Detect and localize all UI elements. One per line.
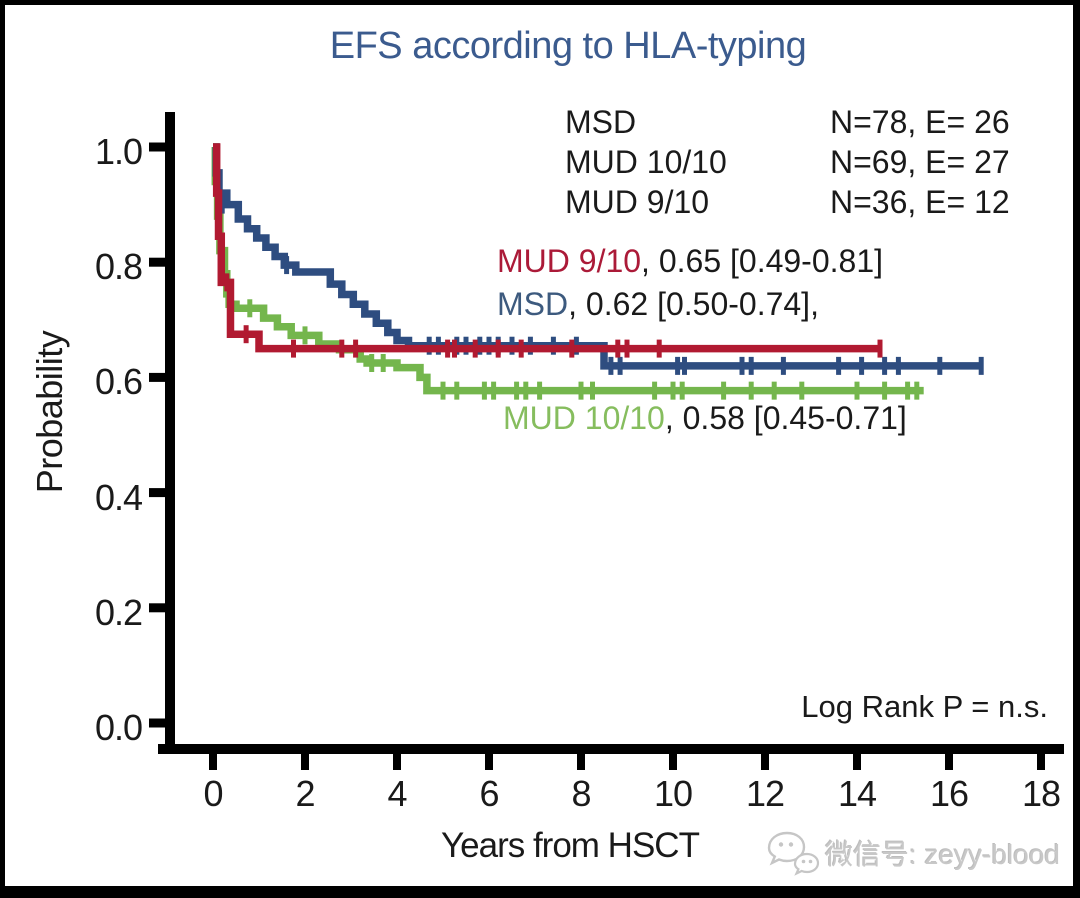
x-tick-label: 16 bbox=[929, 773, 969, 814]
y-tick bbox=[149, 372, 165, 382]
legend-counts: N=78, E= 26 bbox=[830, 104, 1010, 140]
legend-label: MSD bbox=[565, 104, 637, 140]
y-tick bbox=[149, 603, 165, 613]
x-tick bbox=[853, 754, 861, 770]
x-tick-label: 8 bbox=[571, 773, 591, 814]
y-tick-label: 0.6 bbox=[94, 361, 143, 403]
watermark-text: 微信号: zeyy-blood bbox=[825, 839, 1060, 870]
x-axis-title: Years from HSCT bbox=[441, 826, 700, 865]
y-tick bbox=[149, 488, 165, 498]
x-tick bbox=[1037, 754, 1045, 770]
legend-label: MUD 10/10 bbox=[565, 144, 727, 180]
annotation-estimate: , 0.62 [0.50-0.74], bbox=[568, 286, 819, 322]
legend-counts: N=36, E= 12 bbox=[830, 184, 1010, 220]
annotation-mud910: MUD 9/10, 0.65 [0.49-0.81] bbox=[497, 245, 883, 277]
x-tick-label: 6 bbox=[479, 773, 499, 814]
y-tick-label: 1.0 bbox=[94, 131, 143, 172]
frame-border-left bbox=[0, 0, 5, 898]
x-tick bbox=[393, 754, 401, 770]
x-tick bbox=[485, 754, 493, 770]
legend-row-mud1010: MUD 10/10 N=69, E= 27 bbox=[565, 146, 1065, 178]
y-axis-line bbox=[165, 112, 175, 754]
wechat-icon bbox=[767, 831, 820, 876]
x-tick bbox=[209, 754, 217, 770]
x-tick-label: 12 bbox=[745, 773, 785, 814]
annotation-mud1010: MUD 10/10, 0.58 [0.45-0.71] bbox=[503, 402, 907, 434]
survival-curve-msd bbox=[212, 143, 982, 370]
x-tick bbox=[577, 754, 585, 770]
x-tick bbox=[669, 754, 677, 770]
y-tick-label: 0.0 bbox=[94, 707, 143, 748]
frame-border-right bbox=[1073, 0, 1080, 898]
x-tick-label: 2 bbox=[295, 773, 315, 814]
legend-row-msd: MSD N=78, E= 26 bbox=[565, 106, 1065, 138]
annotation-estimate: , 0.65 [0.49-0.81] bbox=[641, 243, 883, 279]
watermark: 微信号: zeyy-blood bbox=[762, 826, 1060, 884]
x-tick-label: 0 bbox=[203, 773, 223, 814]
y-tick-label: 0.4 bbox=[94, 476, 143, 518]
x-tick-label: 18 bbox=[1021, 773, 1061, 814]
x-tick bbox=[945, 754, 953, 770]
x-tick bbox=[761, 754, 769, 770]
x-axis-line bbox=[158, 744, 1064, 754]
x-tick-label: 10 bbox=[653, 773, 693, 814]
chart-title: EFS according to HLA-typing bbox=[329, 25, 807, 67]
annotation-series-name: MUD 9/10 bbox=[497, 243, 642, 279]
legend-counts: N=69, E= 27 bbox=[830, 144, 1010, 180]
x-tick bbox=[301, 754, 309, 770]
legend-row-mud910: MUD 9/10 N=36, E= 12 bbox=[565, 186, 1065, 218]
y-tick-label: 0.8 bbox=[94, 246, 143, 288]
y-tick bbox=[149, 142, 165, 152]
frame-border-top bbox=[0, 0, 1080, 5]
frame-border-bottom bbox=[0, 886, 1080, 898]
survival-curve-mud-9-10 bbox=[212, 143, 883, 353]
y-tick bbox=[149, 257, 165, 267]
annotation-estimate: , 0.58 [0.45-0.71] bbox=[664, 400, 907, 436]
x-tick-label: 4 bbox=[387, 773, 407, 814]
y-tick-label: 0.2 bbox=[94, 591, 143, 633]
annotation-msd: MSD, 0.62 [0.50-0.74], bbox=[497, 288, 819, 320]
annotation-series-name: MUD 10/10 bbox=[503, 400, 665, 436]
legend-label: MUD 9/10 bbox=[565, 184, 710, 220]
x-tick-label: 14 bbox=[837, 773, 877, 814]
annotation-series-name: MSD bbox=[497, 286, 569, 322]
y-tick bbox=[149, 718, 165, 728]
logrank-stat: Log Rank P = n.s. bbox=[801, 689, 1048, 724]
